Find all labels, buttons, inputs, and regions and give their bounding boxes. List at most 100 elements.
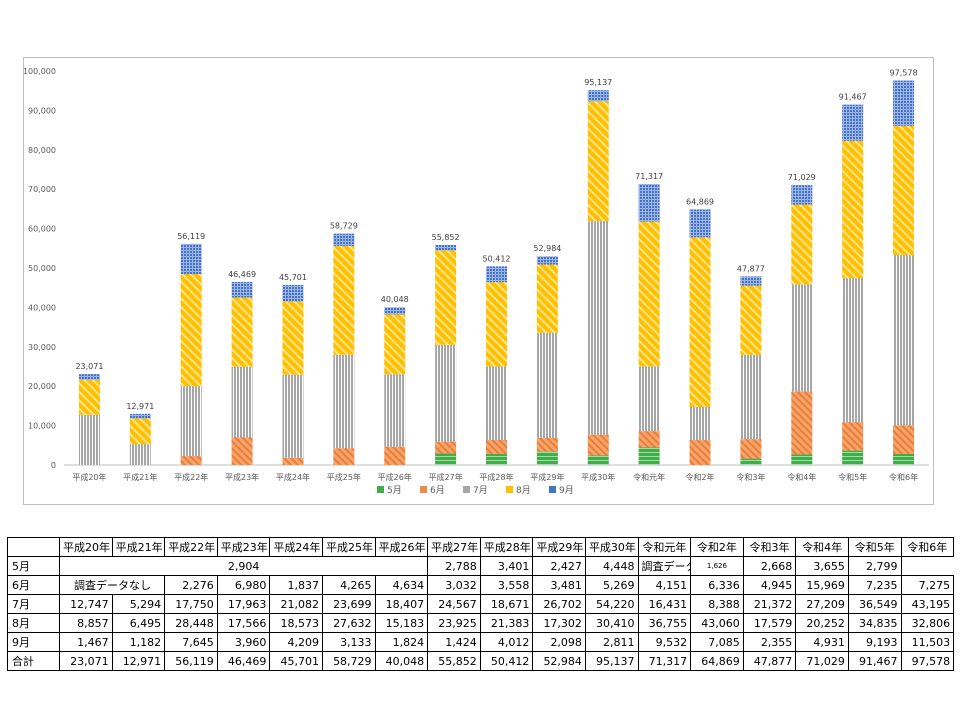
table-cell: 12,747	[59, 594, 113, 614]
table-header-cell: 平成23年	[216, 537, 271, 557]
y-tick-label: 70,000	[28, 185, 56, 194]
bar-segment	[282, 301, 304, 375]
table-cell: 4,265	[321, 575, 376, 595]
table-cell: 1,837	[269, 575, 323, 595]
legend-swatch	[506, 486, 513, 493]
bar-segment	[78, 414, 100, 465]
x-tick-label: 平成24年	[276, 472, 310, 482]
bar-segment	[791, 391, 813, 455]
bar-segment	[486, 366, 507, 440]
table-cell: 6,495	[111, 613, 166, 633]
bar-segment	[587, 434, 609, 456]
bar-segment	[129, 413, 151, 419]
x-tick-label: 令和元年	[633, 472, 665, 482]
table-header-cell: 平成29年	[532, 537, 586, 557]
table-cell: 2,668	[742, 556, 797, 576]
total-label: 91,467	[839, 93, 867, 102]
x-tick-label: 平成22年	[174, 472, 208, 482]
bar-segment	[231, 297, 253, 367]
table-cell: 24,567	[427, 594, 481, 614]
bar-segment	[842, 450, 864, 465]
table-cell: 28,448	[164, 613, 218, 633]
table-cell: 45,701	[269, 651, 323, 671]
table-cell: 2,355	[742, 632, 797, 652]
y-tick-label: 0	[51, 461, 56, 470]
table-row: 合計 23,071 12,971 56,119 46,469 45,701 58,729 40…	[7, 651, 955, 671]
x-tick-label: 令和6年	[889, 472, 918, 482]
bar-segment	[638, 431, 660, 448]
bars	[78, 80, 915, 465]
table-cell: 6,336	[690, 575, 744, 595]
table-header-cell: 平成24年	[269, 537, 323, 557]
data-labels: 23,071 12,971 56,119 46,469 45,701 58,729 40,0…	[75, 69, 917, 411]
table-cell: 2,427	[532, 556, 586, 576]
bar-segment	[893, 453, 915, 465]
table-cell: 3,655	[795, 556, 849, 576]
table-cell: 47,877	[742, 651, 797, 671]
bar-segment	[333, 233, 355, 246]
bar-segment	[638, 184, 660, 222]
bar-segment	[893, 125, 915, 256]
total-label: 71,317	[635, 172, 663, 181]
bar-segment	[689, 440, 711, 465]
table-cell: 4,151	[637, 575, 692, 595]
table-cell: 7,645	[164, 632, 218, 652]
bar-segment	[587, 455, 609, 465]
bar-segment	[435, 344, 457, 442]
table-cell: 30,410	[584, 613, 639, 633]
y-tick-label: 50,000	[28, 264, 56, 273]
table-cell: 17,579	[742, 613, 797, 633]
total-label: 56,119	[177, 232, 205, 241]
table-cell: 36,549	[847, 594, 902, 614]
table-cell: 1,824	[374, 632, 429, 652]
bar-segment	[842, 140, 864, 279]
table-cell: 2,799	[847, 556, 902, 576]
table-header-cell: 平成25年	[321, 537, 376, 557]
y-tick-label: 40,000	[28, 303, 56, 312]
bar-segment	[587, 90, 609, 102]
bar-segment	[282, 457, 304, 465]
x-tick-label: 平成29年	[530, 472, 564, 482]
y-tick-label: 60,000	[28, 225, 56, 234]
total-label: 52,984	[533, 244, 561, 253]
bar-segment	[486, 266, 507, 283]
table-row: 9月 1,467 1,182 7,645 3,960 4,209 3,133 1,824 1,4…	[7, 632, 955, 652]
bar-segment	[333, 448, 355, 465]
table-cell: 21,383	[479, 613, 534, 633]
table-cell: 2,788	[427, 556, 481, 576]
table-row: 6月 調査データなし 2,276 6,980 1,837 4,265 4,634 3,032 3…	[7, 575, 955, 595]
bar-segment	[791, 204, 813, 285]
table-cell: 20,252	[795, 613, 849, 633]
x-tick-label: 平成23年	[225, 472, 259, 482]
bar-segment	[740, 276, 762, 286]
table-row: 7月 12,747 5,294 17,750 17,963 21,082 23,699 18,…	[7, 594, 955, 614]
table-cell: 71,029	[795, 651, 849, 671]
bar-segment	[78, 374, 100, 380]
table-cell: 52,984	[532, 651, 586, 671]
bar-segment	[536, 332, 558, 438]
table-cell: 4,634	[374, 575, 429, 595]
table-cell: 18,671	[479, 594, 534, 614]
table-cell: 3,558	[479, 575, 534, 595]
x-tick-label: 平成27年	[429, 472, 463, 482]
bar-segment	[740, 354, 762, 440]
table-cell: 18,573	[269, 613, 323, 633]
table-cell: 21,372	[742, 594, 797, 614]
table-cell: 1,424	[427, 632, 481, 652]
table-cell: 43,060	[690, 613, 744, 633]
y-tick-label: 10,000	[28, 422, 56, 431]
table-header-cell: 令和4年	[795, 537, 849, 557]
legend-label: 5月	[387, 485, 402, 496]
table-cell: 7,275	[900, 575, 955, 595]
table-cell: 15,183	[374, 613, 429, 633]
table-cell: 8,857	[59, 613, 113, 633]
table-cell: 36,755	[637, 613, 692, 633]
table-cell: 1,626	[690, 556, 744, 576]
table-cell: 2,904	[58, 556, 429, 576]
bar-segment	[180, 274, 202, 387]
total-label: 71,029	[788, 173, 816, 182]
table-cell: 8,388	[690, 594, 744, 614]
table-cell: 9,532	[637, 632, 692, 652]
table-header-row: 平成20年 平成21年 平成22年 平成23年 平成24年 平成25年 平成26年 平成27年…	[7, 537, 955, 557]
bar-segment	[689, 209, 711, 238]
